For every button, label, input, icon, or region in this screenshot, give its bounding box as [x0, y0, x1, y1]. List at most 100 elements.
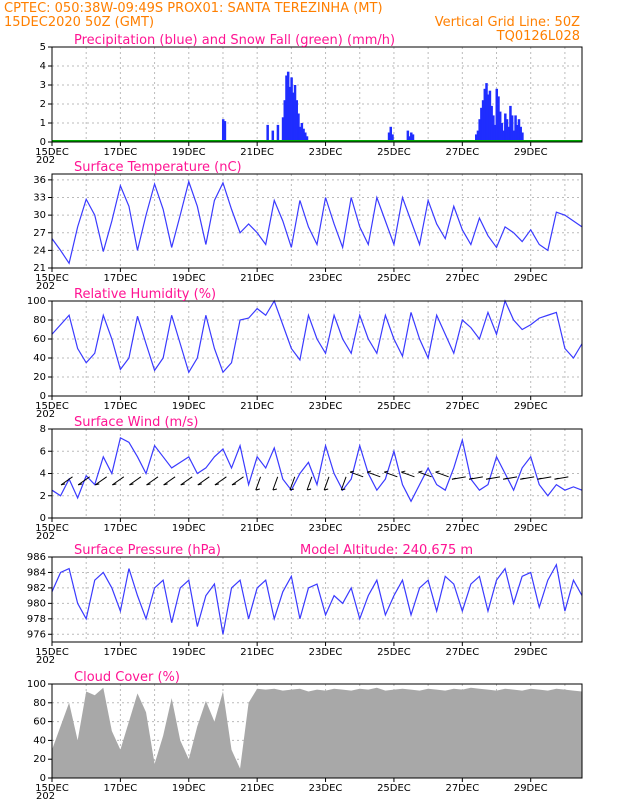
precip-bar	[276, 124, 280, 142]
wind-arrow-head	[306, 488, 312, 491]
wind-arrow	[401, 471, 415, 478]
precip-bar	[302, 128, 305, 142]
y-tick-label: 80	[33, 698, 46, 709]
x-tick-label: 29DEC	[514, 647, 548, 658]
panel-title: Surface Wind (m/s)	[74, 415, 198, 430]
x-tick-label: 27DEC	[445, 647, 479, 658]
x-tick-label: 15DEC	[35, 783, 69, 794]
precip-bar	[516, 124, 519, 142]
panel-frame	[51, 428, 583, 519]
precip-bar	[295, 100, 298, 142]
precip-bar	[290, 77, 293, 142]
wind-arrow	[418, 471, 432, 478]
wind-arrow	[129, 476, 142, 486]
x-year-label: 202	[36, 281, 55, 292]
wind-arrow-head	[112, 483, 117, 486]
series-line	[51, 299, 583, 374]
x-tick-label: 25DEC	[377, 523, 411, 534]
x-tick-label: 21DEC	[240, 647, 274, 658]
x-tick-label: 27DEC	[445, 783, 479, 794]
wind-arrow	[180, 476, 193, 486]
wind-arrow	[323, 476, 330, 491]
precip-bar	[488, 90, 492, 142]
y-tick-label: 984	[27, 567, 46, 578]
precip-bar	[297, 113, 300, 142]
x-tick-label: 19DEC	[172, 647, 206, 658]
wind-arrow-head	[366, 470, 372, 473]
y-tick-label: 5	[40, 42, 46, 53]
precip-bar	[500, 123, 504, 142]
precip-bar	[495, 88, 499, 142]
model-altitude: Model Altitude: 240.675 m	[300, 543, 473, 558]
series-line	[51, 562, 583, 635]
y-tick-label: 2	[40, 99, 46, 110]
y-tick-label: 986	[27, 552, 46, 563]
y-tick-label: 1	[40, 118, 46, 129]
wind-arrow	[340, 476, 347, 491]
precip-bar	[502, 130, 505, 142]
wind-arrow-head	[289, 488, 295, 491]
x-tick-label: 23DEC	[309, 647, 343, 658]
precip-bar	[406, 130, 410, 142]
y-tick-label: 976	[27, 629, 46, 640]
x-tick-label: 15DEC	[35, 647, 69, 658]
precip-bar	[485, 83, 488, 142]
y-tick-label: 978	[27, 614, 46, 625]
x-tick-label: 15DEC	[35, 523, 69, 534]
precip-bar	[498, 111, 502, 142]
precip-bar	[497, 96, 500, 142]
wind-arrow	[197, 476, 210, 486]
x-tick-label: 21DEC	[240, 523, 274, 534]
precip-bar	[391, 134, 394, 142]
wind-arrow-head	[486, 477, 491, 480]
y-tick-label: 0	[40, 391, 46, 402]
precip-bar	[478, 119, 481, 142]
precip-bar	[221, 119, 225, 142]
panels: 0 1 2 3 4 5 15DEC 17DEC 19DEC 21DEC 23DEC 25DEC 27DE…	[27, 33, 583, 800]
wind-arrow-head	[272, 488, 278, 491]
precip-bar	[486, 94, 490, 142]
wind-arrow-head	[197, 483, 202, 486]
x-year-label: 202	[36, 791, 55, 800]
y-tick-label: 3	[40, 80, 46, 91]
y-tick-label: 100	[27, 679, 46, 690]
panel-title: Precipitation (blue) and Snow Fall (gree…	[74, 33, 395, 48]
x-tick-label: 23DEC	[309, 147, 343, 158]
panel-1: 21 24 27 30 33 36 15DEC 17DEC 19DEC 21DEC 23DEC 25D…	[33, 160, 583, 292]
precip-bar	[271, 130, 275, 142]
x-tick-label: 19DEC	[172, 783, 206, 794]
x-tick-label: 17DEC	[104, 783, 138, 794]
wind-arrow-head	[163, 483, 168, 486]
precip-bar	[504, 113, 507, 142]
precip-bar	[512, 130, 516, 142]
y-tick-label: 100	[27, 296, 46, 307]
y-tick-label: 27	[33, 228, 46, 239]
precip-bar	[493, 124, 497, 142]
wind-arrow-head	[435, 470, 440, 473]
wind-arrow	[435, 471, 449, 478]
precip-bar	[483, 88, 487, 142]
x-tick-label: 17DEC	[104, 273, 138, 284]
precip-bar	[387, 132, 391, 142]
x-tick-label: 27DEC	[445, 401, 479, 412]
precip-bar	[293, 85, 297, 142]
wind-arrow-head	[180, 483, 185, 486]
wind-arrow	[289, 476, 296, 491]
x-tick-label: 23DEC	[309, 783, 343, 794]
x-tick-label: 17DEC	[104, 401, 138, 412]
y-tick-label: 20	[33, 754, 46, 765]
x-tick-label: 17DEC	[104, 523, 138, 534]
wind-arrow-head	[451, 477, 457, 480]
x-tick-label: 25DEC	[377, 147, 411, 158]
header-grid-line: Vertical Grid Line: 50Z	[435, 15, 580, 30]
x-tick-label: 21DEC	[240, 147, 274, 158]
precip-bar	[475, 134, 478, 142]
precip-bar	[305, 136, 309, 142]
y-tick-label: 4	[40, 61, 46, 72]
precip-bar	[298, 126, 302, 142]
panel-3: 0 2 4 6 8 15DEC 17DEC 19DEC 21DEC 23DEC 25DEC 27DEC…	[35, 415, 583, 542]
precip-bar	[509, 105, 512, 142]
precip-bar	[507, 126, 510, 142]
x-tick-label: 25DEC	[377, 647, 411, 658]
precip-bar	[300, 123, 304, 142]
